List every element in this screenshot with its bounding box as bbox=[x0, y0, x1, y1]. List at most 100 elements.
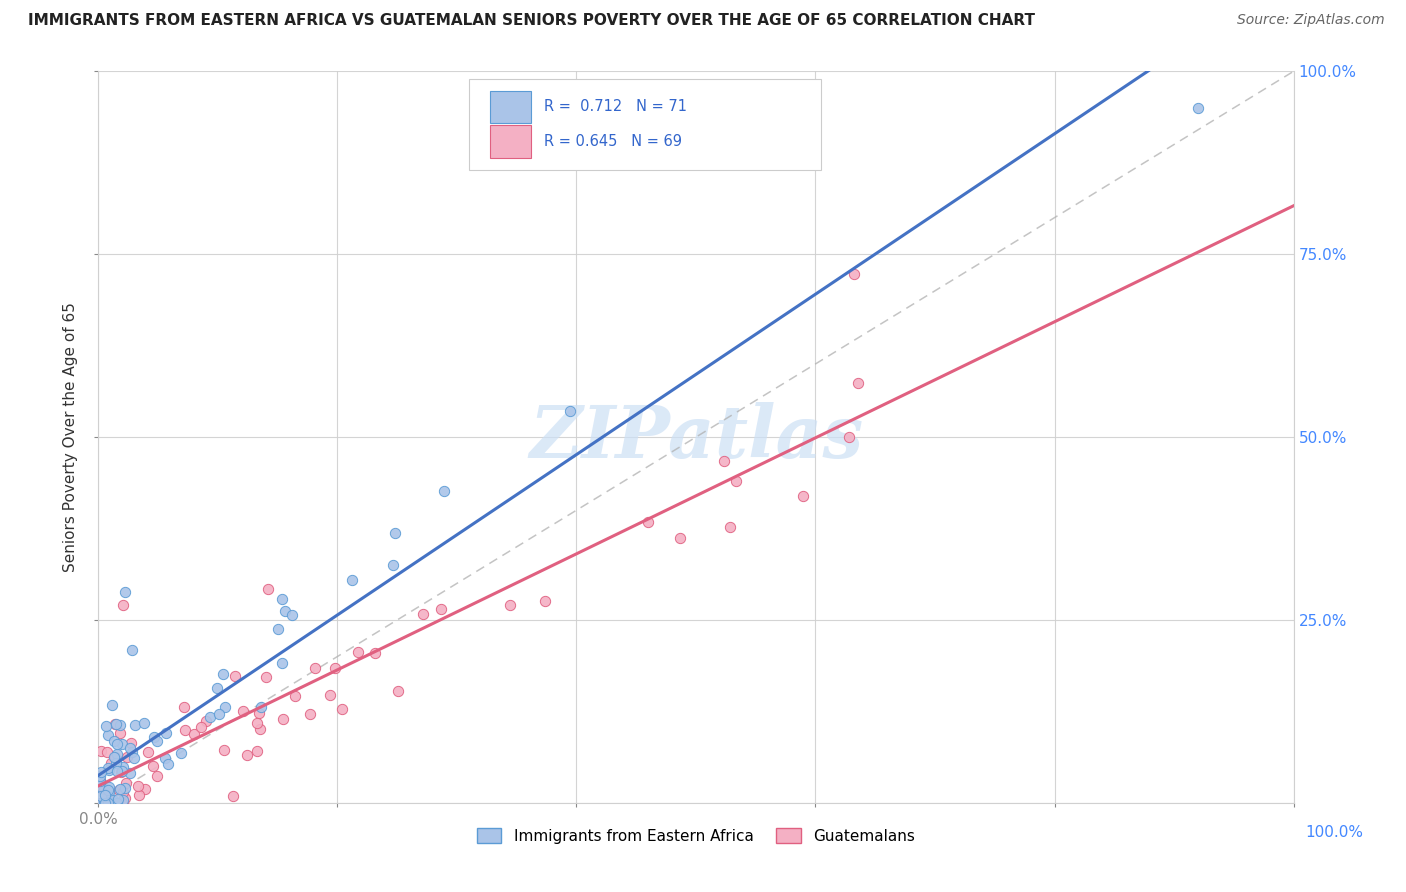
Point bbox=[97, 785, 120, 799]
Point bbox=[214, 699, 236, 714]
Point bbox=[142, 759, 165, 773]
Point bbox=[1187, 101, 1209, 115]
Point bbox=[173, 723, 195, 738]
Point bbox=[134, 782, 156, 797]
Point bbox=[558, 403, 581, 417]
Point bbox=[143, 730, 166, 744]
Point bbox=[173, 699, 195, 714]
Text: R = 0.645   N = 69: R = 0.645 N = 69 bbox=[544, 134, 682, 149]
Point bbox=[254, 670, 277, 684]
Point bbox=[157, 756, 180, 771]
Point bbox=[104, 717, 127, 731]
Point bbox=[267, 622, 290, 636]
Point bbox=[111, 764, 134, 778]
Text: Source: ZipAtlas.com: Source: ZipAtlas.com bbox=[1237, 13, 1385, 28]
Point bbox=[90, 744, 112, 758]
Point bbox=[115, 776, 138, 790]
FancyBboxPatch shape bbox=[470, 78, 821, 170]
Point bbox=[250, 700, 273, 714]
Point bbox=[97, 788, 120, 802]
Point bbox=[89, 774, 111, 789]
Point bbox=[124, 718, 146, 732]
Point bbox=[319, 689, 342, 703]
Y-axis label: Seniors Poverty Over the Age of 65: Seniors Poverty Over the Age of 65 bbox=[63, 302, 79, 572]
Point bbox=[101, 698, 124, 712]
Text: ZIPatlas: ZIPatlas bbox=[529, 401, 863, 473]
Point bbox=[114, 790, 136, 805]
Point bbox=[637, 515, 659, 529]
Point bbox=[93, 796, 115, 810]
Point bbox=[725, 475, 748, 489]
Point bbox=[108, 718, 131, 732]
Point bbox=[232, 704, 254, 718]
Point bbox=[208, 707, 231, 722]
Point bbox=[323, 661, 346, 675]
Point bbox=[718, 520, 741, 534]
Point bbox=[112, 598, 135, 612]
Point bbox=[330, 702, 353, 716]
Point bbox=[246, 715, 269, 730]
Point bbox=[247, 706, 270, 721]
Point bbox=[96, 796, 118, 810]
Point bbox=[132, 715, 155, 730]
Point bbox=[112, 796, 135, 810]
Point bbox=[108, 782, 131, 797]
Point bbox=[111, 760, 134, 774]
Point bbox=[105, 747, 128, 761]
Point bbox=[257, 582, 280, 596]
Point bbox=[249, 722, 271, 736]
Point bbox=[146, 733, 169, 747]
Point bbox=[340, 574, 363, 588]
Point bbox=[271, 712, 294, 726]
Point bbox=[284, 689, 307, 703]
Point bbox=[190, 720, 212, 734]
Point bbox=[669, 531, 692, 545]
Point bbox=[97, 761, 120, 775]
Point bbox=[387, 683, 409, 698]
Point bbox=[89, 769, 111, 783]
Point bbox=[347, 645, 370, 659]
Point bbox=[97, 796, 120, 810]
Point bbox=[94, 796, 117, 810]
Point bbox=[89, 773, 111, 788]
Point bbox=[104, 756, 127, 770]
Point bbox=[97, 796, 120, 810]
Point bbox=[103, 749, 125, 764]
Point bbox=[89, 796, 111, 810]
Point bbox=[194, 714, 217, 728]
Point bbox=[122, 751, 145, 765]
Point bbox=[205, 681, 228, 695]
Point bbox=[98, 780, 121, 794]
Point bbox=[111, 785, 134, 799]
Point bbox=[104, 717, 127, 731]
Text: IMMIGRANTS FROM EASTERN AFRICA VS GUATEMALAN SENIORS POVERTY OVER THE AGE OF 65 : IMMIGRANTS FROM EASTERN AFRICA VS GUATEM… bbox=[28, 13, 1035, 29]
Point bbox=[121, 643, 143, 657]
Point bbox=[183, 727, 205, 741]
Point bbox=[107, 791, 129, 805]
Point bbox=[534, 594, 557, 608]
FancyBboxPatch shape bbox=[491, 126, 531, 158]
Point bbox=[103, 734, 125, 748]
Point bbox=[101, 793, 124, 807]
Point bbox=[304, 661, 326, 675]
Point bbox=[90, 764, 112, 779]
Point bbox=[270, 592, 292, 607]
Point bbox=[101, 796, 124, 810]
Point bbox=[105, 737, 128, 751]
Point bbox=[90, 781, 112, 796]
Point bbox=[110, 764, 132, 779]
Point bbox=[281, 608, 304, 623]
Point bbox=[170, 747, 193, 761]
Point bbox=[120, 741, 142, 756]
Point bbox=[128, 788, 150, 802]
Point bbox=[120, 735, 142, 749]
Point bbox=[114, 781, 136, 796]
Point bbox=[90, 789, 112, 804]
Point bbox=[94, 796, 117, 810]
Point bbox=[111, 737, 134, 751]
Point bbox=[136, 745, 159, 759]
Point bbox=[271, 656, 294, 670]
Point bbox=[94, 789, 117, 803]
Point bbox=[412, 607, 434, 621]
Point bbox=[433, 484, 456, 499]
